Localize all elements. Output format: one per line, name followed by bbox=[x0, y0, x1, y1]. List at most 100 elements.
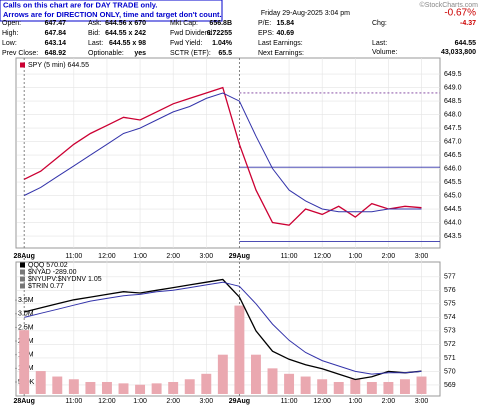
x-tick-label: 3:00 bbox=[415, 398, 429, 405]
volume-bar bbox=[184, 379, 195, 394]
x-tick-label: 28Aug bbox=[13, 398, 34, 405]
x-tick-label: 11:00 bbox=[281, 398, 298, 405]
volume-bar bbox=[201, 373, 212, 394]
legend-label: $NYAD -289.00 bbox=[28, 269, 77, 276]
volume-bar bbox=[366, 381, 377, 394]
volume-bar bbox=[35, 371, 46, 394]
legend-swatch bbox=[20, 283, 25, 289]
volume-bar bbox=[333, 381, 344, 394]
header-value: 15.84 bbox=[276, 20, 294, 27]
header-label: Last: bbox=[372, 40, 387, 47]
volume-bar bbox=[416, 376, 427, 394]
header-value: 6.72255 bbox=[207, 30, 232, 37]
x-tick-label: 12:00 bbox=[98, 398, 116, 405]
notice: Arrows are for DIRECTION ONLY, time and … bbox=[3, 10, 222, 19]
volume-bar bbox=[19, 330, 30, 394]
header-label: High: bbox=[2, 30, 18, 37]
header-value: 648.92 bbox=[45, 50, 67, 57]
legend-swatch bbox=[20, 269, 25, 275]
header-value: -4.37 bbox=[460, 20, 476, 27]
legend-label: QQQ 570.02 bbox=[28, 262, 68, 269]
y-tick-label: 645.5 bbox=[444, 179, 462, 186]
legend-swatch bbox=[20, 276, 25, 282]
x-tick-label: 28Aug bbox=[13, 253, 34, 260]
price-line bbox=[23, 86, 422, 226]
header-label: Fwd Dividend: bbox=[170, 30, 214, 37]
notice-box bbox=[0, 0, 223, 22]
y-tick-label: 570 bbox=[444, 368, 456, 375]
header-value: 656.8B bbox=[209, 20, 232, 27]
header-value: 647.84 bbox=[45, 30, 67, 37]
header-value: 1.04% bbox=[212, 40, 233, 47]
y-tick-label: 646.5 bbox=[444, 152, 462, 159]
header-value: 644.56 x 670 bbox=[105, 20, 146, 27]
price-line bbox=[23, 92, 422, 213]
volume-bar bbox=[101, 381, 112, 394]
y-tick-label: 571 bbox=[444, 355, 456, 362]
volume-bar bbox=[350, 379, 361, 394]
x-tick-label: 11:00 bbox=[281, 253, 298, 260]
header-label: Open: bbox=[2, 20, 21, 27]
volume-bar bbox=[300, 376, 311, 394]
y2-tick-label: 2.5M bbox=[18, 324, 34, 331]
legend-label: $TRIN 0.77 bbox=[28, 283, 64, 290]
date: Friday 29-Aug-2025 3:04 pm bbox=[261, 10, 350, 17]
y-tick-label: 649.0 bbox=[444, 84, 462, 91]
volume-bar bbox=[399, 379, 410, 394]
x-tick-label: 2:00 bbox=[382, 398, 396, 405]
volume-bar bbox=[284, 373, 295, 394]
header-label: Volume: bbox=[372, 49, 397, 56]
legend-label: SPY (5 min) 644.55 bbox=[28, 62, 89, 69]
y-tick-label: 649.5 bbox=[444, 71, 462, 78]
x-tick-label: 29Aug bbox=[229, 253, 250, 260]
x-tick-label: 12:00 bbox=[98, 253, 116, 260]
header-label: Optionable: bbox=[88, 50, 124, 57]
y-tick-label: 572 bbox=[444, 341, 456, 348]
volume-bar bbox=[68, 379, 79, 394]
y2-tick-label: 3.5M bbox=[18, 297, 34, 304]
price-line bbox=[24, 278, 422, 381]
x-tick-label: 1:00 bbox=[348, 398, 362, 405]
x-tick-label: 1:00 bbox=[348, 253, 362, 260]
volume-bar bbox=[267, 368, 278, 394]
header-label: Mkt Cap: bbox=[170, 20, 198, 27]
y-tick-label: 643.5 bbox=[444, 233, 462, 240]
volume-bar bbox=[135, 384, 146, 394]
volume-bar bbox=[151, 383, 162, 394]
x-tick-label: 3:00 bbox=[199, 398, 213, 405]
y-tick-label: 575 bbox=[444, 301, 456, 308]
legend-swatch bbox=[20, 62, 25, 68]
volume-bar bbox=[234, 305, 245, 394]
y-tick-label: 648.0 bbox=[444, 111, 462, 118]
x-tick-label: 11:00 bbox=[65, 398, 82, 405]
x-tick-label: 12:00 bbox=[313, 398, 331, 405]
volume-bar bbox=[250, 354, 261, 394]
header-label: SCTR (ETF): bbox=[170, 50, 211, 57]
header-value: 644.55 bbox=[455, 40, 477, 47]
x-tick-label: 1:00 bbox=[133, 398, 147, 405]
header-label: Ask: bbox=[88, 20, 102, 27]
y-tick-label: 644.5 bbox=[444, 206, 462, 213]
change-pct: -0.67% bbox=[444, 8, 476, 19]
header-value: 644.55 x 98 bbox=[109, 40, 146, 47]
volume-bar bbox=[85, 381, 96, 394]
volume-bar bbox=[217, 354, 228, 394]
y-tick-label: 574 bbox=[444, 314, 456, 321]
header-value: 43,033,800 bbox=[441, 49, 476, 56]
y-tick-label: 577 bbox=[444, 274, 456, 281]
price-panel bbox=[15, 57, 441, 249]
x-tick-label: 1:00 bbox=[133, 253, 147, 260]
lower-panel bbox=[15, 261, 441, 397]
volume-bar bbox=[118, 383, 129, 394]
legend-label: $NYUPV:$NYDNV 1.05 bbox=[28, 276, 102, 283]
header-label: EPS: bbox=[258, 30, 274, 37]
y2-tick-label: 3.0M bbox=[18, 311, 34, 318]
header-value: 647.47 bbox=[45, 20, 67, 27]
x-tick-label: 3:00 bbox=[199, 253, 213, 260]
header-label: P/E: bbox=[258, 20, 271, 27]
y-tick-label: 646.0 bbox=[444, 165, 462, 172]
y-tick-label: 644.0 bbox=[444, 219, 462, 226]
header-label: Next Earnings: bbox=[258, 50, 304, 57]
x-tick-label: 2:00 bbox=[382, 253, 396, 260]
